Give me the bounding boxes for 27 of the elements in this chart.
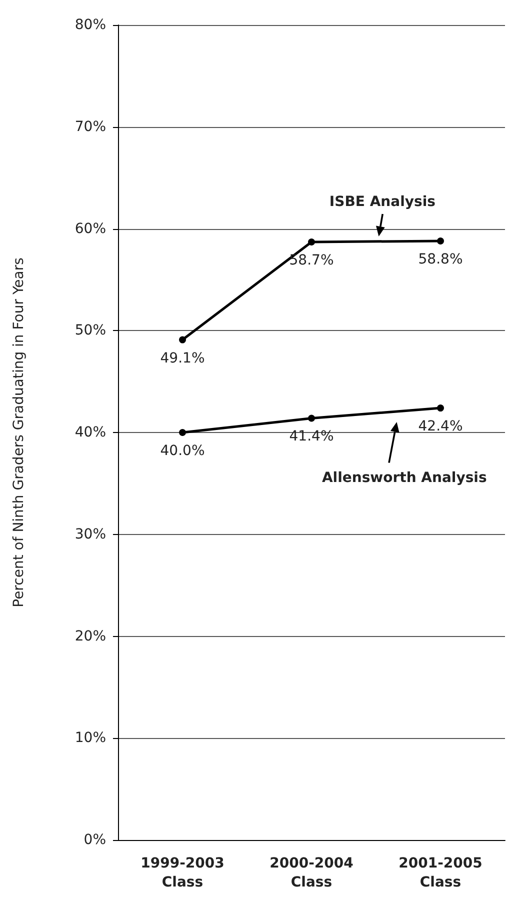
point [437, 404, 444, 412]
point [308, 414, 315, 422]
y-tick-label: 80% [74, 17, 106, 33]
series-label: ISBE Analysis [329, 194, 436, 210]
y-tick-label: 10% [74, 730, 106, 746]
point [437, 237, 444, 244]
y-axis-title: Percent of Ninth Graders Graduating in Four Years [11, 258, 27, 608]
y-tick-label: 30% [74, 526, 106, 542]
y-tick-label: 70% [74, 118, 106, 135]
x-tick-label: 2001-2005 Class [398, 856, 482, 890]
data-label: 41.4% [289, 428, 334, 445]
point [179, 336, 186, 344]
point [308, 238, 315, 246]
point [179, 429, 186, 436]
data-label: 49.1% [160, 350, 205, 366]
legend-label: Allensworth Analysis [322, 470, 487, 486]
data-label: 58.7% [289, 252, 334, 268]
data-label: 42.4% [418, 418, 463, 435]
y-tick-label: 60% [74, 220, 106, 237]
data-label: 40.0% [160, 443, 205, 459]
data-label: 58.8% [418, 251, 463, 268]
x-tick-label: 1999-2003 Class [140, 856, 224, 890]
y-tick-label: 50% [74, 322, 106, 339]
x-tick-label: 2000-2004 Class [270, 856, 354, 890]
y-tick-label: 0% [84, 832, 106, 848]
y-tick-label: 20% [74, 628, 106, 644]
y-tick-label: 40% [74, 424, 106, 440]
